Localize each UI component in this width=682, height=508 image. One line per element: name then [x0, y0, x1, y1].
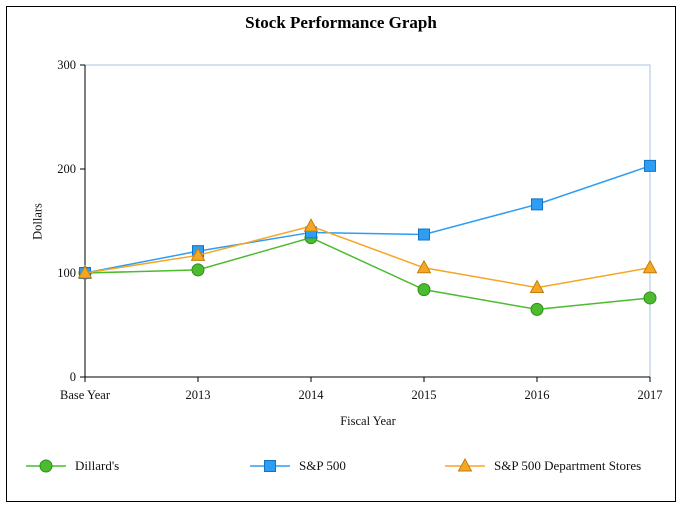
series-line: [84, 165, 651, 274]
triangle-marker: [190, 247, 206, 261]
x-tick-label: Base Year: [60, 388, 111, 402]
chart-legend: Dillard's S&P 500 S&P 500 Department Sto…: [0, 456, 682, 480]
x-tick-label: 2015: [412, 388, 437, 402]
legend-label: S&P 500 Department Stores: [494, 458, 642, 473]
x-tick-label: 2013: [186, 388, 211, 402]
x-axis-title: Fiscal Year: [340, 414, 396, 428]
legend-label: S&P 500: [299, 458, 346, 473]
square-marker: [418, 228, 430, 241]
triangle-marker-icon: [445, 457, 485, 472]
triangle-marker: [303, 218, 319, 232]
chart-plot-area: 0 100 200 300 Base Year 2013 2014 2015 2016 2017: [57, 58, 663, 402]
legend-item-sp500: S&P 500: [248, 456, 346, 476]
y-tick-label: 300: [57, 58, 76, 72]
circle-marker: [39, 459, 53, 473]
triangle-marker: [642, 259, 658, 274]
y-tick-label: 200: [57, 162, 76, 176]
legend-item-sp500-dept-stores: S&P 500 Department Stores: [443, 456, 641, 476]
square-marker: [531, 198, 543, 211]
x-tick-label: 2017: [638, 388, 663, 402]
y-tick-label: 0: [70, 370, 76, 384]
series-square: [79, 159, 656, 279]
plot-border: [84, 64, 651, 378]
y-tick-label: 100: [57, 266, 76, 280]
circle-marker: [191, 263, 205, 277]
square-marker: [644, 159, 656, 172]
series-triangle: [77, 218, 658, 294]
series-line: [84, 236, 651, 311]
legend-item-dillards: Dillard's: [24, 456, 119, 476]
chart-title: Stock Performance Graph: [245, 13, 437, 32]
legend-label: Dillard's: [75, 458, 120, 473]
circle-marker: [530, 302, 544, 316]
x-tick-label: 2016: [525, 388, 550, 402]
square-marker-icon: [250, 460, 290, 472]
x-tick-label: 2014: [299, 388, 325, 402]
series-circle: [78, 231, 657, 316]
triangle-marker: [529, 279, 545, 294]
triangle-marker: [416, 259, 432, 274]
square-marker: [264, 460, 276, 472]
circle-marker: [643, 291, 657, 305]
y-axis-title: Dollars: [30, 203, 45, 240]
triangle-marker: [77, 264, 93, 279]
series-line: [84, 225, 651, 289]
triangle-marker: [457, 457, 473, 472]
circle-marker-icon: [26, 459, 66, 473]
circle-marker: [417, 283, 431, 297]
